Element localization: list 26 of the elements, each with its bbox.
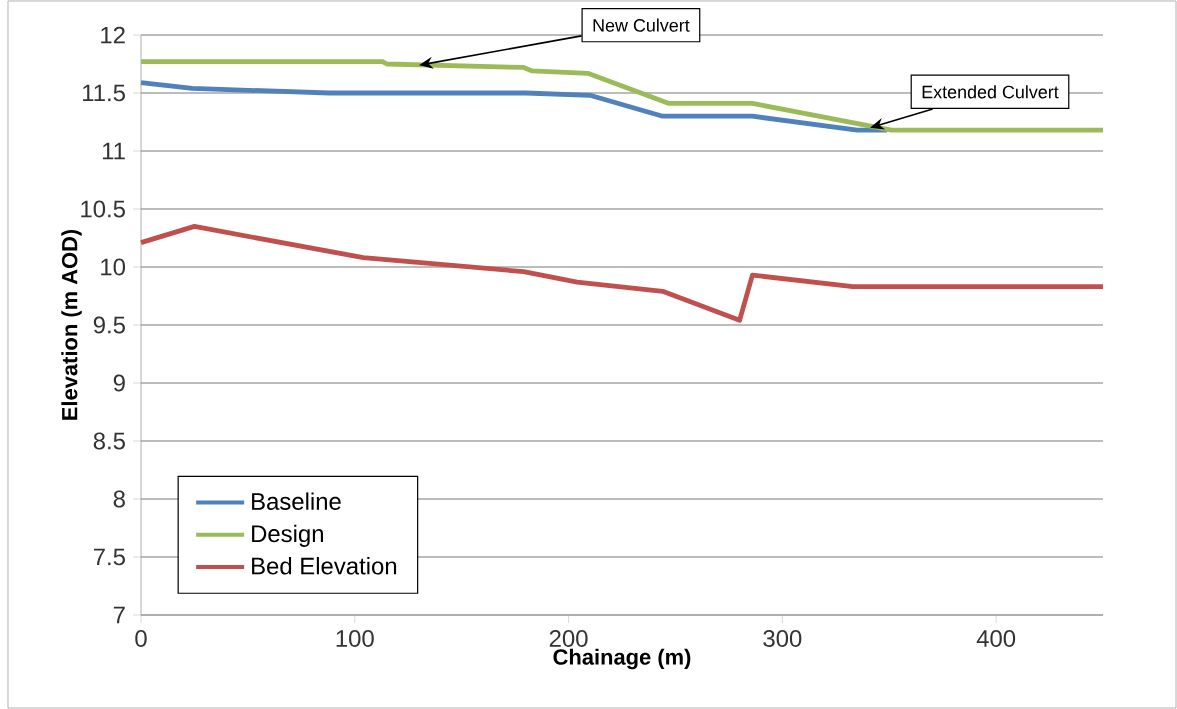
y-tick-label: 7 — [113, 606, 125, 624]
x-tick-label: 300 — [763, 630, 802, 647]
y-axis-title: Elevation (m AOD) — [61, 229, 82, 420]
x-tick-label: 0 — [135, 630, 147, 647]
line-series — [138, 59, 1106, 133]
legend-label: Bed Elevation — [252, 556, 397, 575]
y-tick-label: 11 — [102, 142, 125, 160]
y-tick-label: 12 — [101, 26, 125, 44]
x-axis-title: Chainage (m) — [553, 648, 691, 670]
x-tick-label: 400 — [976, 630, 1016, 647]
line-series — [138, 224, 1106, 323]
x-tick-label: 100 — [336, 630, 374, 647]
legend-label: Baseline — [252, 492, 341, 510]
y-tick-label: 10.5 — [81, 200, 125, 218]
y-tick-label: 11.5 — [83, 84, 125, 102]
line-series — [138, 80, 890, 133]
annotation: Extended Culvert — [922, 85, 1059, 99]
y-tick-label: 8 — [113, 490, 125, 508]
x-tick-label: 200 — [549, 630, 588, 647]
y-tick-label: 7.5 — [93, 548, 125, 566]
y-tick-label: 9 — [113, 374, 125, 392]
y-tick-label: 8.5 — [93, 432, 125, 450]
y-tick-label: 9.5 — [93, 316, 125, 334]
legend-label: Design — [252, 524, 323, 547]
annotation: New Culvert — [593, 18, 690, 32]
y-tick-label: 10 — [101, 258, 126, 276]
